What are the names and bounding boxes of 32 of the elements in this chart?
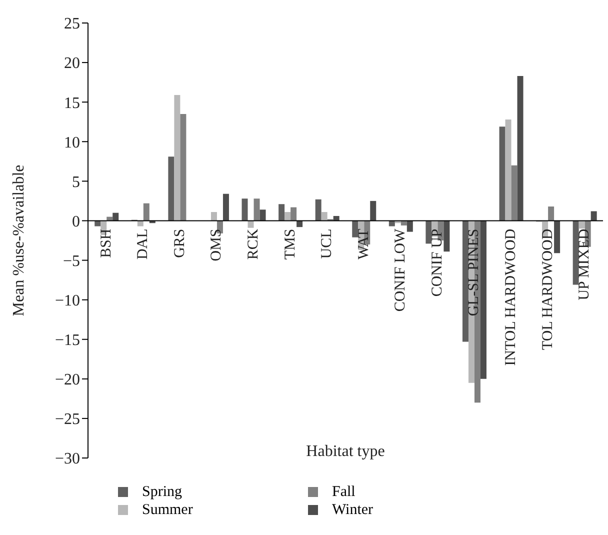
y-tick-label: 25 — [64, 16, 80, 33]
x-tick-label: CONIF LOW — [392, 228, 409, 312]
y-tick-label: −10 — [54, 292, 80, 310]
y-tick-label: −5 — [62, 252, 80, 270]
x-tick-label: GL-SL PINES — [466, 228, 482, 316]
legend-label: Fall — [332, 484, 356, 500]
y-tick-label: −25 — [54, 411, 80, 428]
x-tick-label: UP MIXED — [576, 228, 593, 300]
x-tick-label: GRS — [172, 228, 188, 258]
x-tick-label: UCL — [319, 228, 336, 259]
y-tick-label: −30 — [54, 450, 80, 468]
y-tick-label: −20 — [54, 372, 80, 389]
x-tick-label: BSH — [98, 228, 114, 258]
x-tick-label: DAL — [135, 228, 152, 260]
x-tick-label: WAT — [356, 228, 372, 260]
x-tick-label: RCK — [246, 228, 262, 260]
y-tick-label: −15 — [54, 332, 80, 350]
y-tick-label: 20 — [64, 55, 80, 72]
y-axis-title: Mean %use-%available — [10, 164, 28, 316]
legend-label: Winter — [332, 502, 374, 518]
y-tick-label: 10 — [64, 134, 80, 152]
x-axis-title: Habitat type — [306, 443, 385, 460]
y-tick-label: 15 — [64, 94, 80, 112]
x-tick-label: TMS — [282, 228, 298, 260]
y-tick-label: 0 — [72, 213, 80, 230]
legend-label: Spring — [142, 484, 182, 500]
x-tick-label: CONIF UP — [429, 228, 446, 297]
legend-label: Summer — [142, 502, 193, 518]
x-tick-label: TOL HARDWOOD — [540, 228, 556, 350]
x-tick-label: INTOL HARDWOOD — [503, 228, 520, 366]
x-tick-label: OMS — [208, 228, 225, 262]
y-tick-label: 5 — [72, 174, 80, 191]
